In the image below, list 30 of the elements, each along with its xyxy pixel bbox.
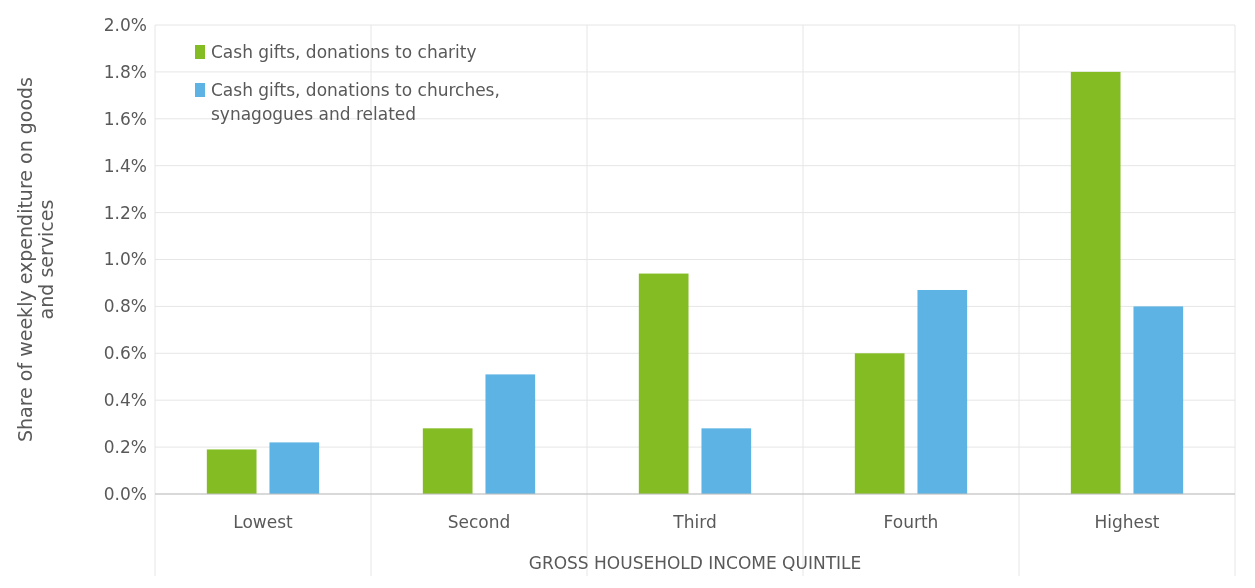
bar	[638, 273, 689, 494]
y-tick-label: 0.2%	[103, 437, 147, 458]
bar	[1133, 306, 1184, 494]
y-tick-label: 1.8%	[103, 61, 147, 82]
y-tick-label: 1.0%	[103, 249, 147, 270]
x-tick-label: Lowest	[233, 512, 294, 532]
y-tick-label: 0.4%	[103, 390, 147, 411]
bar	[206, 449, 257, 494]
bar	[701, 428, 752, 494]
bar	[485, 374, 536, 494]
legend-label: Cash gifts, donations to churches, synagogues and related	[211, 79, 500, 124]
bar	[917, 289, 968, 494]
y-tick-label: 1.4%	[103, 155, 147, 176]
x-tick-label: Fourth	[883, 512, 939, 532]
bar	[1070, 71, 1121, 494]
y-tick-label: 2.0%	[103, 14, 147, 35]
y-axis-title: Share of weekly expenditure on goods and services	[14, 76, 57, 443]
y-tick-label: 1.2%	[103, 202, 147, 223]
y-tick-label: 0.8%	[103, 296, 147, 317]
bar	[854, 353, 905, 494]
x-axis-title: GROSS HOUSEHOLD INCOME QUINTILE	[528, 553, 862, 573]
x-tick-label: Second	[447, 512, 511, 532]
x-tick-label: Highest	[1094, 512, 1160, 532]
y-tick-label: 0.0%	[103, 483, 147, 504]
y-tick-label: 0.6%	[103, 343, 147, 364]
bar	[269, 442, 320, 494]
legend-label: Cash gifts, donations to charity	[211, 41, 477, 62]
x-tick-label: Third	[672, 512, 717, 532]
bar	[422, 428, 473, 494]
y-tick-label: 1.6%	[103, 108, 147, 129]
